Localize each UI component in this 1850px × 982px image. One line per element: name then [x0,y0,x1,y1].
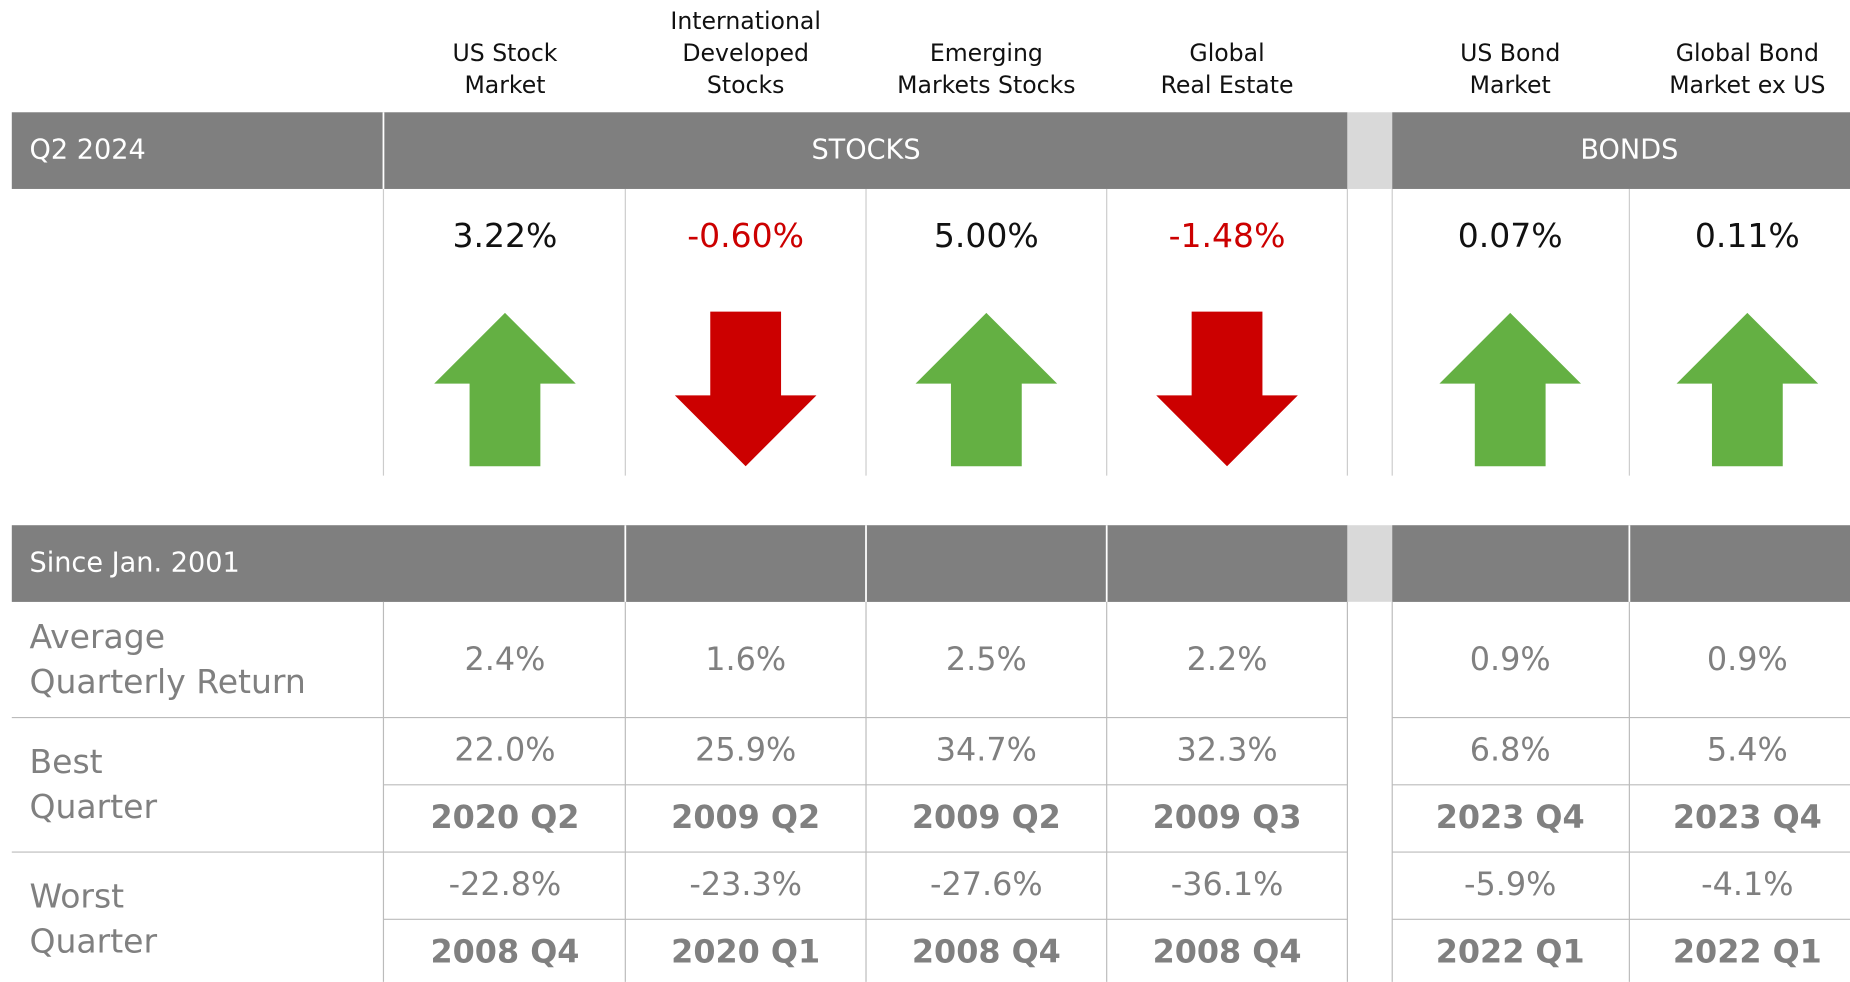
average-return: 2.2% [1187,640,1268,678]
best-return: 34.7% [936,731,1037,769]
q2-return: -0.60% [687,216,804,255]
row-label: Best [29,742,102,781]
worst-return: -5.9% [1464,865,1556,903]
worst-return: -4.1% [1701,865,1793,903]
column-header: US Stock [452,39,557,67]
average-return: 0.9% [1707,640,1788,678]
column-header: Developed [682,39,809,67]
best-quarter: 2023 Q4 [1436,798,1585,836]
up-arrow [1676,312,1819,467]
band-gap [1347,525,1393,602]
best-quarter: 2009 Q2 [912,798,1061,836]
average-return: 0.9% [1470,640,1551,678]
average-return: 1.6% [705,640,786,678]
period-label: Q2 2024 [29,135,145,166]
column-header: Market [464,71,545,99]
group-label: BONDS [1580,135,1678,166]
up-arrow [915,312,1058,467]
best-return: 5.4% [1707,731,1788,769]
worst-quarter: 2022 Q1 [1436,933,1585,971]
q2-return: 0.11% [1695,216,1800,255]
stocks-band [11,112,1348,189]
band-gap [1347,112,1393,189]
row-label: Worst [29,877,124,916]
column-header: Global Bond [1676,39,1819,67]
best-return: 25.9% [695,731,796,769]
column-header: Market [1470,71,1551,99]
average-return: 2.5% [946,640,1027,678]
worst-return: -22.8% [449,865,562,903]
average-return: 2.4% [465,640,546,678]
worst-return: -23.3% [689,865,802,903]
row-label: Quarterly Return [29,662,305,701]
worst-quarter: 2008 Q4 [1153,933,1302,971]
column-header: Real Estate [1161,71,1294,99]
group-label: STOCKS [811,135,920,166]
column-header: Markets Stocks [897,71,1075,99]
row-label: Quarter [29,921,157,960]
worst-quarter: 2020 Q1 [671,933,820,971]
q2-return: 0.07% [1458,216,1563,255]
best-return: 22.0% [454,731,555,769]
down-arrow [1156,311,1298,467]
best-quarter: 2023 Q4 [1673,798,1822,836]
q2-return: 5.00% [934,216,1039,255]
gap [1347,601,1393,982]
up-arrow [434,312,576,467]
column-header: International [670,7,820,35]
best-quarter: 2020 Q2 [430,798,579,836]
worst-return: -27.6% [930,865,1043,903]
column-header: Global [1189,39,1264,67]
worst-quarter: 2008 Q4 [430,933,579,971]
best-return: 32.3% [1176,731,1277,769]
q2-return: -1.48% [1169,216,1286,255]
best-quarter: 2009 Q3 [1153,798,1302,836]
worst-quarter: 2008 Q4 [912,933,1061,971]
up-arrow [1439,312,1581,467]
worst-quarter: 2022 Q1 [1673,933,1822,971]
best-return: 6.8% [1470,731,1551,769]
column-header: Emerging [930,39,1043,67]
best-quarter: 2009 Q2 [671,798,820,836]
down-arrow [674,311,817,467]
q2-return: 3.22% [453,216,558,255]
since-label: Since Jan. 2001 [29,548,239,579]
column-header: US Bond [1460,39,1560,67]
since-band [11,525,1348,602]
worst-return: -36.1% [1171,865,1284,903]
since-band [1392,525,1850,602]
row-label: Quarter [29,787,157,826]
bonds-band [1392,112,1850,189]
column-header: Market ex US [1669,71,1825,99]
row-label: Average [29,617,165,656]
column-header: Stocks [707,71,785,99]
